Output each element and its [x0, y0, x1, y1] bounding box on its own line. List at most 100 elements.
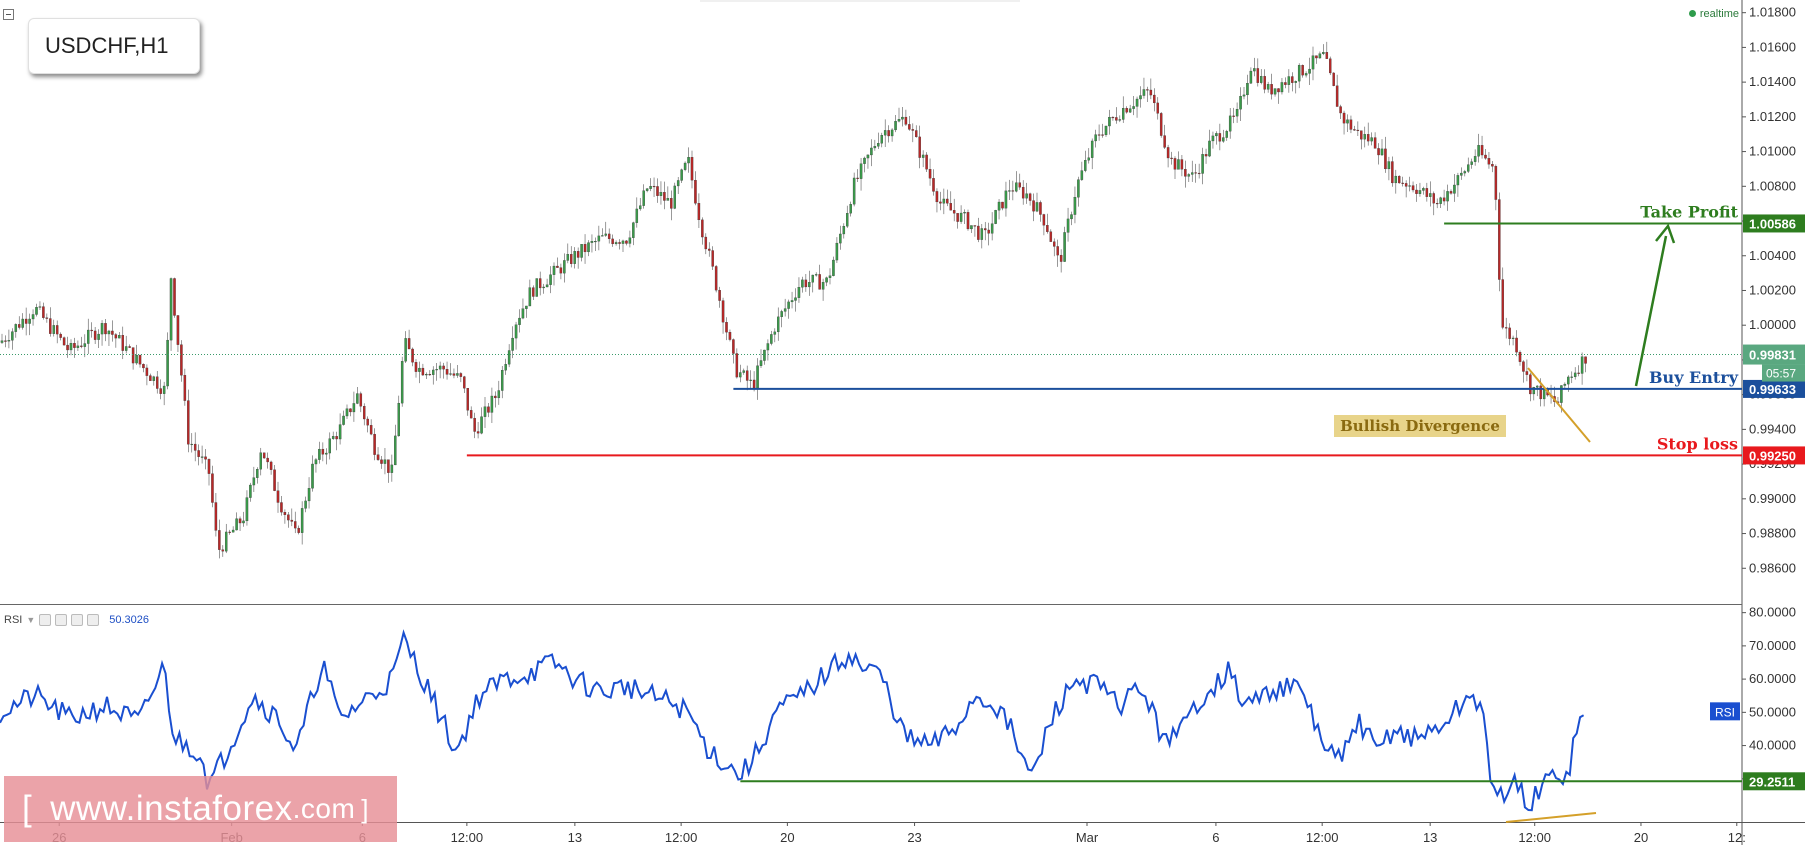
candle-body — [980, 228, 984, 240]
candle — [1032, 193, 1035, 222]
candle-body — [483, 406, 487, 417]
candle — [290, 508, 294, 527]
candle — [890, 128, 894, 142]
candle — [83, 334, 87, 358]
candle-body — [1580, 356, 1584, 374]
candle-body — [880, 135, 884, 144]
candle — [904, 109, 908, 127]
candle-body — [1246, 83, 1249, 96]
candle-body — [187, 400, 190, 445]
candle — [673, 182, 677, 210]
candle-body — [1373, 137, 1377, 149]
candle-body — [21, 318, 24, 328]
candle-body — [942, 198, 946, 204]
candle — [1211, 131, 1215, 149]
time-tick-label: 6 — [1212, 830, 1219, 845]
candle — [801, 276, 804, 293]
candle-body — [587, 242, 590, 253]
candle-body — [966, 212, 970, 230]
candle-body — [1159, 113, 1163, 136]
current-price-tag — [1743, 344, 1805, 365]
candle — [1408, 176, 1411, 192]
candle-body — [618, 242, 621, 244]
price-tick-label: 0.98800 — [1749, 526, 1796, 541]
rsi-add-icon[interactable] — [71, 614, 84, 626]
candle — [642, 184, 645, 209]
buy-entry-label: Buy Entry — [1649, 368, 1739, 387]
candle-body — [449, 373, 452, 375]
candle — [604, 221, 608, 237]
rsi-close-icon[interactable] — [87, 614, 100, 626]
candle — [1467, 157, 1470, 174]
candle-body — [304, 500, 307, 509]
candle — [0, 333, 4, 344]
candle-body — [1201, 154, 1204, 174]
candle — [1225, 129, 1229, 141]
candle-body — [66, 344, 69, 351]
candle-body — [31, 314, 35, 320]
candle-body — [666, 198, 670, 201]
candle — [1194, 163, 1197, 183]
candle-body — [45, 317, 49, 319]
watermark-logo: [ www.instaforex .com ] — [4, 776, 397, 842]
candle-body — [639, 205, 642, 210]
candle — [431, 366, 435, 385]
rsi-visibility-icon[interactable] — [39, 614, 52, 626]
candle-body — [100, 323, 104, 335]
candle — [1170, 151, 1173, 165]
candle — [1084, 150, 1087, 173]
rsi-badge — [1710, 702, 1740, 721]
candle — [545, 278, 549, 288]
candle-body — [511, 337, 514, 351]
candle-body — [701, 219, 704, 238]
candle — [952, 198, 956, 222]
candle-body — [742, 370, 746, 373]
candle-body — [604, 233, 608, 236]
rsi-tick-label: 60.0000 — [1749, 671, 1796, 686]
candle — [359, 391, 363, 413]
candle — [1218, 123, 1222, 151]
candle-body — [1453, 184, 1456, 194]
candle — [1087, 148, 1091, 164]
candle — [1104, 125, 1108, 137]
collapse-icon[interactable] — [3, 9, 14, 20]
candle-body — [131, 347, 135, 364]
candle — [1580, 352, 1584, 385]
candle — [694, 171, 697, 206]
candle — [1563, 382, 1567, 389]
candle-body — [1529, 374, 1532, 395]
candle — [814, 272, 818, 277]
candle-body — [1239, 95, 1242, 110]
candle — [59, 332, 62, 341]
rsi-dropdown-icon[interactable]: ▼ — [26, 615, 36, 625]
candle-body — [994, 210, 997, 224]
candle-body — [438, 365, 442, 370]
candle — [935, 188, 939, 213]
candle — [28, 313, 31, 336]
candle — [783, 298, 787, 317]
candle-body — [1122, 108, 1125, 120]
candle-body — [1056, 246, 1059, 256]
candle — [1349, 115, 1353, 134]
candle-body — [883, 130, 887, 136]
candle-body — [138, 355, 142, 365]
candle-body — [535, 278, 539, 297]
candle-body — [1173, 158, 1177, 170]
candle — [804, 273, 808, 292]
candle-body — [1573, 372, 1577, 378]
candle-body — [1349, 119, 1353, 130]
candle — [880, 132, 884, 148]
candle — [1380, 139, 1384, 157]
candle — [832, 256, 835, 277]
candle — [124, 335, 128, 354]
candle-body — [1215, 133, 1218, 137]
candle — [659, 181, 663, 205]
candle — [62, 336, 66, 346]
candle-body — [766, 343, 770, 351]
candle — [287, 512, 290, 528]
candle — [1097, 124, 1101, 141]
rsi-settings-icon[interactable] — [55, 614, 68, 626]
candle — [314, 457, 318, 473]
candle-body — [614, 242, 618, 245]
candle — [476, 421, 480, 439]
